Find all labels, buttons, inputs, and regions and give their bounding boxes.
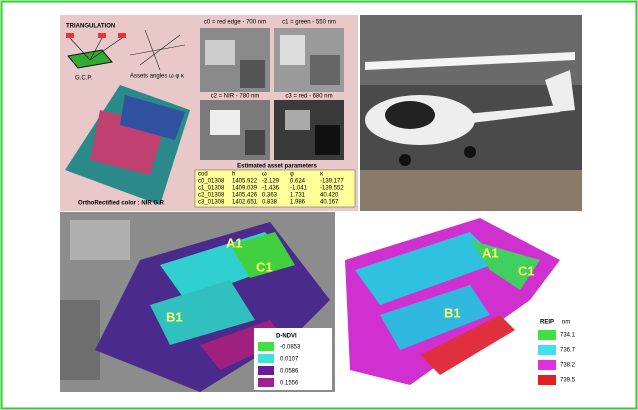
table-cell: 40.420 (320, 193, 339, 199)
table-cell: c2_01308 (198, 193, 225, 199)
top-left-panel: TRIANGULATION G.C.P. Assets angles ω φ κ… (60, 15, 358, 211)
band-label: c1 = green - 550 nm (282, 20, 336, 26)
camera (66, 33, 74, 38)
table-cell: 0.624 (290, 179, 306, 185)
ray (89, 37, 123, 61)
table-cell: 1405.426 (232, 193, 258, 199)
legend-label: 0.0107 (280, 357, 299, 363)
table-cell: c0_01308 (198, 179, 225, 185)
aircraft-photo (360, 15, 582, 211)
table-cell: -1.041 (290, 186, 308, 192)
table-cell: -2.129 (262, 179, 280, 185)
table-cell: c3_01308 (198, 200, 225, 206)
table-cell: -1.436 (262, 186, 280, 192)
table-header: h (232, 172, 235, 178)
parameter-table: cod h ω φ κ c0_01308 1405.922 -2.129 0.624 -139.1… (194, 169, 356, 208)
band-label: c3 = red - 680 nm (285, 94, 332, 100)
legend-label: -0.0853 (280, 345, 301, 351)
legend: -0.0853 0.0107 0.0586 0.1556 (258, 342, 301, 387)
field-label: A1 (482, 245, 499, 260)
ray (89, 37, 103, 61)
field-label: B1 (166, 309, 183, 324)
band-label: c2 = NIR - 780 nm (211, 94, 260, 100)
legend-swatch (538, 330, 556, 340)
camera (118, 33, 126, 38)
legend-label: 739.5 (560, 378, 576, 384)
field-label: C1 (518, 263, 535, 278)
band-label: c0 = red edge - 700 nm (204, 20, 266, 26)
table-bg (194, 169, 356, 208)
gcp-label: G.C.P. (75, 76, 93, 82)
field-label: C1 (256, 259, 273, 274)
angle-diagram (129, 29, 186, 71)
ray (69, 37, 91, 61)
legend-label: 736.7 (560, 348, 576, 354)
table-cell: 1409.039 (232, 186, 258, 192)
table-header: ω (262, 172, 267, 178)
legend-swatch (538, 375, 556, 385)
legend-unit: nm (562, 320, 570, 326)
ortho-label: OrthoRectified color : NIR G R (78, 201, 165, 207)
legend-title: D-NDVI (276, 334, 297, 340)
camera (98, 33, 106, 38)
table-cell: 40.167 (320, 200, 339, 206)
table-title: Estimated asset parameters (237, 164, 317, 170)
table-cell: 0.838 (262, 200, 278, 206)
table-cell: 0.363 (262, 193, 278, 199)
table-header: cod (198, 172, 208, 178)
legend-swatch (258, 354, 274, 363)
terrain (67, 49, 113, 69)
legend-swatch (258, 366, 274, 375)
table-cell: 1.986 (290, 200, 306, 206)
table-cell: 1402.651 (232, 200, 258, 206)
legend: 734.1 736.7 738.2 739.5 (538, 330, 576, 385)
table-cell: 1.731 (290, 193, 306, 199)
table-cell: -139.177 (320, 179, 344, 185)
legend-label: 0.1556 (280, 381, 299, 387)
field-label: A1 (226, 235, 243, 250)
table-cell: -139.552 (320, 186, 344, 192)
legend-label: 738.2 (560, 363, 576, 369)
legend-label: 734.1 (560, 333, 576, 339)
angles-label: Assets angles ω φ κ (130, 74, 185, 80)
band-images (200, 28, 344, 160)
table-cell: 1405.922 (232, 179, 258, 185)
legend-title: REIP (540, 320, 554, 326)
table-header: φ (290, 172, 294, 178)
reip-map: A1 C1 B1 REIP nm 734.1 736.7 738.2 739.5 (335, 212, 582, 392)
triangulation-label: TRIANGULATION (66, 24, 115, 30)
table-header: κ (320, 172, 324, 178)
legend-label: 0.0586 (280, 369, 299, 375)
legend-swatch (538, 345, 556, 355)
legend-swatch (258, 342, 274, 351)
ortho-fields (120, 95, 185, 140)
legend-swatch (258, 378, 274, 387)
legend-swatch (538, 360, 556, 370)
ndvi-map: A1 C1 B1 D-NDVI -0.0853 0.0107 0.0586 0.155… (60, 212, 335, 392)
table-cell: c1_01308 (198, 186, 225, 192)
field-label: B1 (444, 305, 461, 320)
